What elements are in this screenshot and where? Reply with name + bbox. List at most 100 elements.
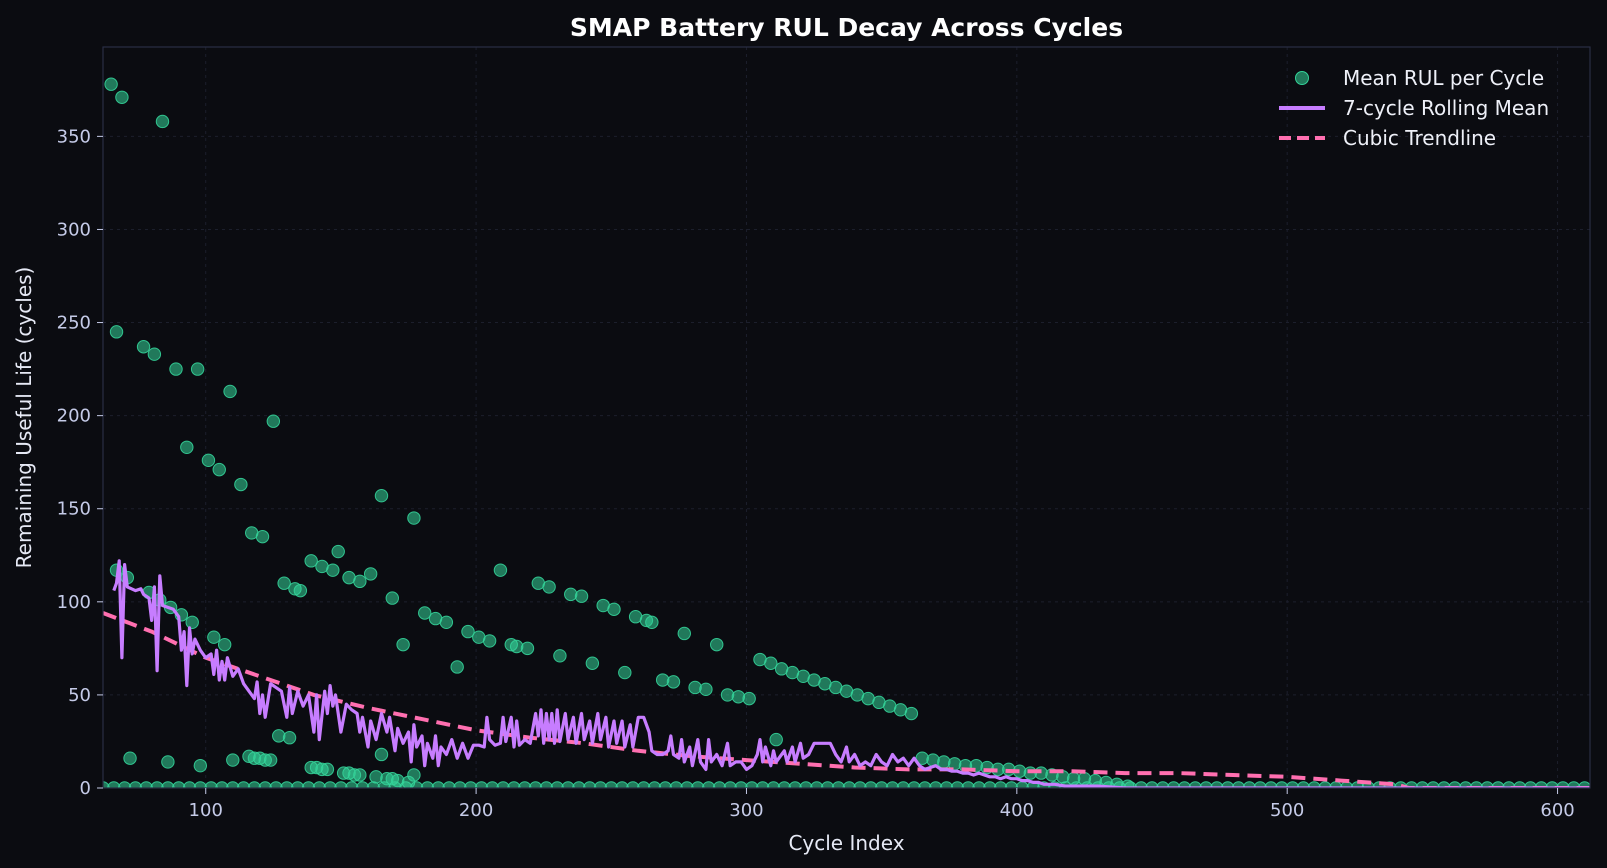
scatter-point xyxy=(407,768,421,782)
scatter-point xyxy=(1077,771,1092,786)
scatter-point xyxy=(1120,779,1135,788)
scatter-point xyxy=(320,762,335,777)
scatter-point xyxy=(155,114,170,129)
scatter-point xyxy=(769,732,783,747)
y-tick-label: 250 xyxy=(57,313,91,334)
scatter-point xyxy=(353,768,367,782)
scatter-point xyxy=(937,755,951,769)
scatter-point xyxy=(263,753,278,767)
scatter-point xyxy=(282,731,297,745)
legend-label-trend: Cubic Trendline xyxy=(1343,126,1496,150)
scatter-point xyxy=(190,362,205,376)
scatter-point xyxy=(326,563,340,577)
x-tick-label: 500 xyxy=(1270,800,1304,821)
scatter-point xyxy=(161,755,175,769)
scatter-point xyxy=(439,615,454,629)
scatter-point xyxy=(666,675,681,689)
y-tick-label: 350 xyxy=(57,126,91,147)
plot-area xyxy=(103,77,1590,788)
scatter-point xyxy=(115,90,129,104)
scatter-point xyxy=(655,673,670,687)
scatter-point xyxy=(374,488,389,503)
rolling-mean-series xyxy=(112,559,1590,788)
scatter-point xyxy=(217,637,232,652)
scatter-point xyxy=(574,589,589,603)
scatter-point xyxy=(123,751,137,765)
scatter-point xyxy=(493,563,508,577)
scatter-point xyxy=(266,414,281,428)
legend-label-rolling: 7-cycle Rolling Mean xyxy=(1343,96,1549,120)
scatter-point xyxy=(418,606,432,620)
y-tick-label: 100 xyxy=(57,592,91,613)
legend: Mean RUL per Cycle 7-cycle Rolling Mean … xyxy=(1279,66,1549,150)
scatter-point xyxy=(385,591,399,605)
scatter-point xyxy=(304,554,318,568)
chart-title: SMAP Battery RUL Decay Across Cycles xyxy=(570,13,1123,42)
scatter-point xyxy=(699,682,713,697)
scatter-point xyxy=(169,362,183,376)
scatter-point xyxy=(201,453,216,468)
legend-scatter-marker xyxy=(1295,71,1309,85)
scatter-point xyxy=(353,574,367,589)
scatter-point xyxy=(212,462,226,477)
scatter-point xyxy=(542,580,556,594)
x-ticks: 100 200 300 400 500 600 xyxy=(189,788,1575,821)
scatter-point xyxy=(509,639,524,654)
scatter-point xyxy=(677,626,691,641)
scatter-point xyxy=(742,691,756,706)
scatter-point xyxy=(450,660,464,674)
scatter-point xyxy=(720,688,735,702)
legend-label-scatter: Mean RUL per Cycle xyxy=(1343,66,1544,90)
plot-layers xyxy=(103,77,1590,788)
scatter-point xyxy=(607,602,621,616)
scatter-point xyxy=(390,773,405,788)
scatter-point xyxy=(109,325,124,339)
y-axis-label: Remaining Useful Life (cycles) xyxy=(12,267,36,569)
scatter-point xyxy=(207,630,221,644)
x-tick-label: 300 xyxy=(729,800,763,821)
axes-border xyxy=(102,46,1591,789)
scatter-point xyxy=(104,77,118,91)
scatter-point xyxy=(904,706,919,721)
scatter-point xyxy=(147,347,162,361)
y-tick-label: 300 xyxy=(57,219,91,240)
scatter-point xyxy=(369,770,383,784)
scatter-point xyxy=(396,637,410,652)
scatter-point xyxy=(136,340,151,354)
scatter-point xyxy=(482,634,497,648)
scatter-point xyxy=(764,656,778,670)
scatter-point xyxy=(234,477,248,492)
scatter-point xyxy=(293,583,308,598)
scatter-point xyxy=(363,567,378,581)
scatter-point xyxy=(926,753,940,767)
scatter-point xyxy=(223,384,237,399)
y-tick-label: 150 xyxy=(57,499,91,520)
scatter-point xyxy=(255,529,270,544)
scatter-point xyxy=(407,511,421,525)
scatter-point xyxy=(553,649,567,663)
scatter-point xyxy=(585,656,600,670)
scatter-point xyxy=(277,576,291,590)
scatter-point xyxy=(185,615,199,629)
y-tick-label: 50 xyxy=(68,685,91,706)
scatter-point xyxy=(193,758,208,773)
y-tick-label: 200 xyxy=(57,406,91,427)
scatter-point xyxy=(618,665,632,680)
scatter-point xyxy=(688,680,702,695)
scatter-point xyxy=(180,440,194,454)
scatter-point xyxy=(374,747,389,762)
scatter-point xyxy=(564,587,578,602)
scatter-point xyxy=(645,615,659,629)
scatter-point xyxy=(731,690,746,704)
scatter-point xyxy=(710,637,724,652)
scatter-point xyxy=(461,624,475,639)
scatter-point xyxy=(520,641,535,656)
y-ticks: 0 50 100 150 200 250 300 350 xyxy=(57,126,103,799)
scatter-point xyxy=(331,544,345,559)
x-tick-label: 200 xyxy=(459,800,493,821)
x-tick-label: 600 xyxy=(1540,800,1574,821)
x-axis-label: Cycle Index xyxy=(788,831,904,855)
x-tick-label: 400 xyxy=(1000,800,1034,821)
